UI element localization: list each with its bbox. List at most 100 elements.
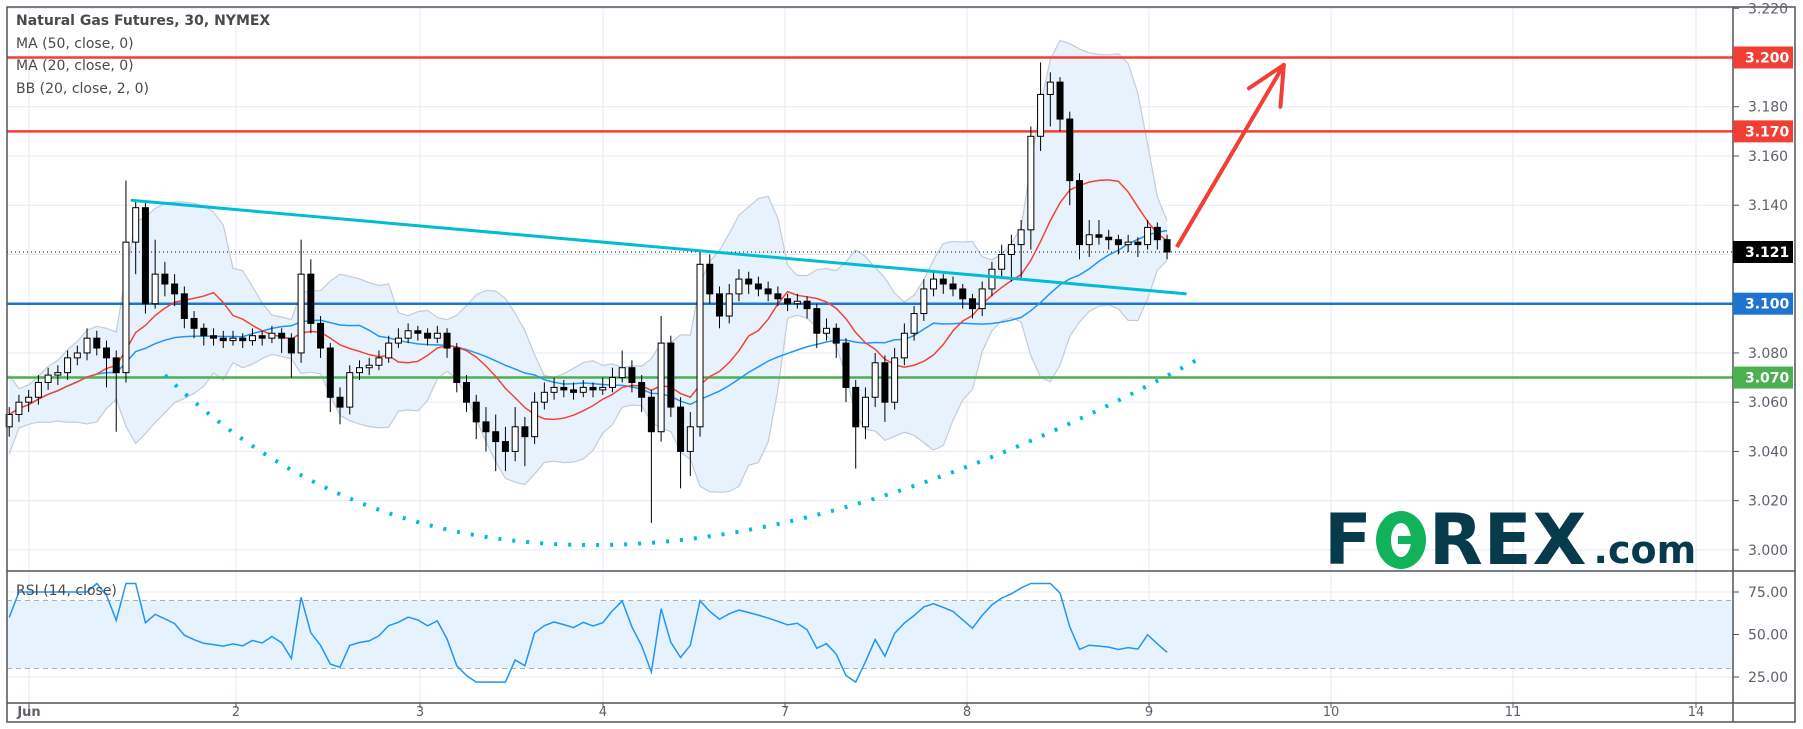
candle[interactable]: [891, 348, 899, 410]
candle[interactable]: [842, 338, 850, 403]
candle[interactable]: [735, 269, 743, 302]
candle[interactable]: [715, 286, 723, 329]
candle[interactable]: [725, 284, 733, 324]
candle[interactable]: [861, 387, 869, 440]
candle[interactable]: [141, 202, 149, 314]
candle[interactable]: [784, 293, 792, 312]
candle[interactable]: [171, 274, 179, 307]
candle[interactable]: [1095, 219, 1103, 245]
candle[interactable]: [998, 244, 1006, 280]
candle[interactable]: [433, 325, 441, 344]
candle[interactable]: [686, 412, 694, 477]
legend-ma50[interactable]: MA (50, close, 0): [16, 35, 134, 52]
symbol-title[interactable]: Natural Gas Futures, 30, NYMEX: [16, 13, 271, 29]
candle[interactable]: [852, 380, 860, 469]
candle[interactable]: [511, 407, 519, 462]
candle[interactable]: [793, 293, 801, 309]
rsi-line[interactable]: [8, 582, 1168, 684]
candle[interactable]: [268, 325, 276, 344]
candle[interactable]: [1066, 111, 1074, 206]
candle[interactable]: [1124, 234, 1132, 252]
arrow-drawing[interactable]: [1175, 62, 1286, 249]
candle[interactable]: [638, 375, 646, 413]
candle[interactable]: [5, 407, 13, 437]
candle[interactable]: [1144, 219, 1152, 250]
candle[interactable]: [754, 276, 762, 297]
candle[interactable]: [939, 274, 947, 294]
candle[interactable]: [1076, 173, 1083, 260]
candle[interactable]: [492, 414, 500, 472]
candle[interactable]: [570, 382, 578, 400]
candle[interactable]: [910, 306, 918, 341]
candle[interactable]: [540, 382, 548, 410]
candle[interactable]: [706, 254, 714, 304]
candle[interactable]: [375, 350, 383, 371]
candle[interactable]: [258, 330, 266, 346]
candle[interactable]: [618, 350, 626, 383]
ma20-line[interactable]: [8, 179, 1168, 421]
candle[interactable]: [394, 328, 402, 349]
candle[interactable]: [414, 325, 422, 341]
candle[interactable]: [696, 251, 704, 437]
candle[interactable]: [25, 389, 33, 413]
candle[interactable]: [1085, 219, 1093, 257]
candle[interactable]: [550, 377, 558, 400]
price-axis[interactable]: 3.220 3.180 3.160 3.140 3.080 3.060 3.040 3.020…: [1733, 1, 1793, 686]
dotted-arc-drawing[interactable]: [163, 358, 1198, 548]
candle[interactable]: [355, 360, 363, 381]
candle[interactable]: [34, 375, 42, 405]
candle[interactable]: [813, 303, 821, 349]
candle[interactable]: [287, 333, 295, 378]
candle[interactable]: [1134, 237, 1142, 257]
candle[interactable]: [560, 380, 568, 398]
candle[interactable]: [44, 367, 52, 390]
candle[interactable]: [73, 345, 81, 366]
legend-bb[interactable]: BB (20, close, 2, 0): [16, 80, 149, 97]
candle[interactable]: [647, 389, 655, 523]
candle[interactable]: [15, 394, 23, 422]
candle[interactable]: [239, 333, 247, 349]
candle[interactable]: [248, 328, 256, 346]
candle[interactable]: [326, 343, 334, 413]
candle[interactable]: [482, 407, 490, 452]
candle[interactable]: [229, 330, 237, 346]
candle[interactable]: [443, 328, 451, 358]
candle[interactable]: [871, 352, 879, 408]
candle[interactable]: [103, 340, 110, 388]
candle[interactable]: [988, 261, 996, 297]
candle[interactable]: [190, 311, 198, 339]
legend-rsi[interactable]: RSI (14, close): [16, 583, 117, 599]
candle[interactable]: [297, 239, 305, 363]
candle[interactable]: [346, 365, 354, 415]
candle[interactable]: [959, 284, 967, 309]
candle[interactable]: [278, 328, 286, 353]
candle[interactable]: [900, 323, 908, 366]
candle[interactable]: [1046, 72, 1054, 127]
candle[interactable]: [832, 323, 840, 358]
candle[interactable]: [180, 286, 188, 329]
candle[interactable]: [501, 426, 509, 472]
candle[interactable]: [365, 357, 373, 376]
candle[interactable]: [930, 271, 938, 297]
candle[interactable]: [803, 296, 811, 319]
candle[interactable]: [599, 377, 607, 395]
candle[interactable]: [823, 318, 831, 341]
candle[interactable]: [677, 397, 685, 489]
candle[interactable]: [968, 293, 976, 319]
candle[interactable]: [764, 281, 772, 302]
candle[interactable]: [112, 350, 120, 432]
candle[interactable]: [424, 328, 432, 346]
candle[interactable]: [307, 259, 315, 334]
trendline[interactable]: [130, 198, 1187, 296]
candle[interactable]: [1163, 234, 1171, 260]
time-axis[interactable]: Jun 2 3 4 7 8 9 10 11 14: [16, 703, 1704, 720]
candle[interactable]: [132, 200, 140, 275]
candle[interactable]: [453, 343, 461, 393]
candle[interactable]: [628, 360, 636, 393]
candle[interactable]: [219, 330, 227, 349]
candle[interactable]: [161, 261, 169, 297]
candle[interactable]: [949, 276, 957, 297]
candle[interactable]: [881, 355, 889, 422]
candle[interactable]: [579, 380, 587, 398]
